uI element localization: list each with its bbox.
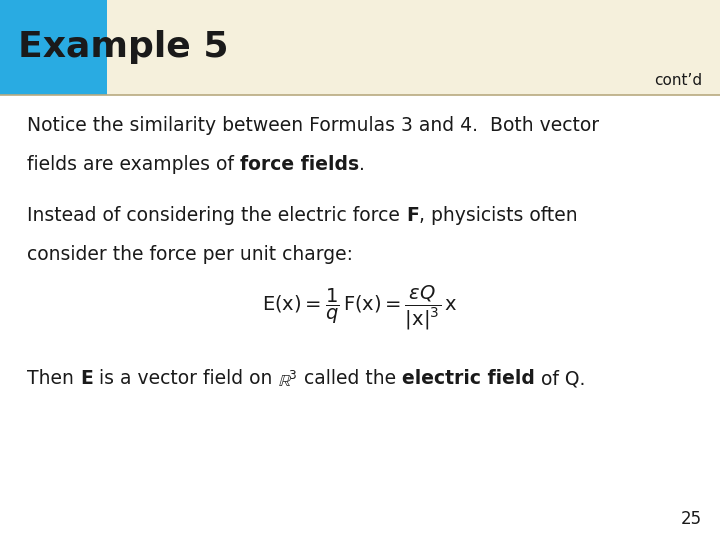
FancyBboxPatch shape bbox=[0, 0, 720, 94]
Text: , physicists often: , physicists often bbox=[419, 206, 577, 225]
FancyBboxPatch shape bbox=[0, 0, 107, 94]
Text: $\mathrm{E}(\mathrm{x}) = \dfrac{1}{q}\,\mathrm{F}(\mathrm{x}) = \dfrac{\varepsi: $\mathrm{E}(\mathrm{x}) = \dfrac{1}{q}\,… bbox=[262, 283, 458, 332]
Text: force fields: force fields bbox=[240, 155, 359, 174]
Text: Instead of considering the electric force: Instead of considering the electric forc… bbox=[27, 206, 406, 225]
Text: called the: called the bbox=[298, 369, 402, 388]
Text: electric field: electric field bbox=[402, 369, 535, 388]
Text: consider the force per unit charge:: consider the force per unit charge: bbox=[27, 245, 354, 264]
Text: Then: Then bbox=[27, 369, 80, 388]
Text: .: . bbox=[359, 155, 365, 174]
Text: fields are examples of: fields are examples of bbox=[27, 155, 240, 174]
Text: of Q.: of Q. bbox=[535, 369, 585, 388]
Text: E: E bbox=[80, 369, 93, 388]
Text: Notice the similarity between Formulas 3 and 4.  Both vector: Notice the similarity between Formulas 3… bbox=[27, 116, 600, 135]
Text: Example 5: Example 5 bbox=[18, 30, 228, 64]
Text: 25: 25 bbox=[681, 510, 702, 528]
Text: cont’d: cont’d bbox=[654, 73, 702, 88]
Text: is a vector field on: is a vector field on bbox=[93, 369, 279, 388]
Text: F: F bbox=[406, 206, 419, 225]
Text: $\mathbb{R}^{\!3}$: $\mathbb{R}^{\!3}$ bbox=[279, 371, 298, 391]
